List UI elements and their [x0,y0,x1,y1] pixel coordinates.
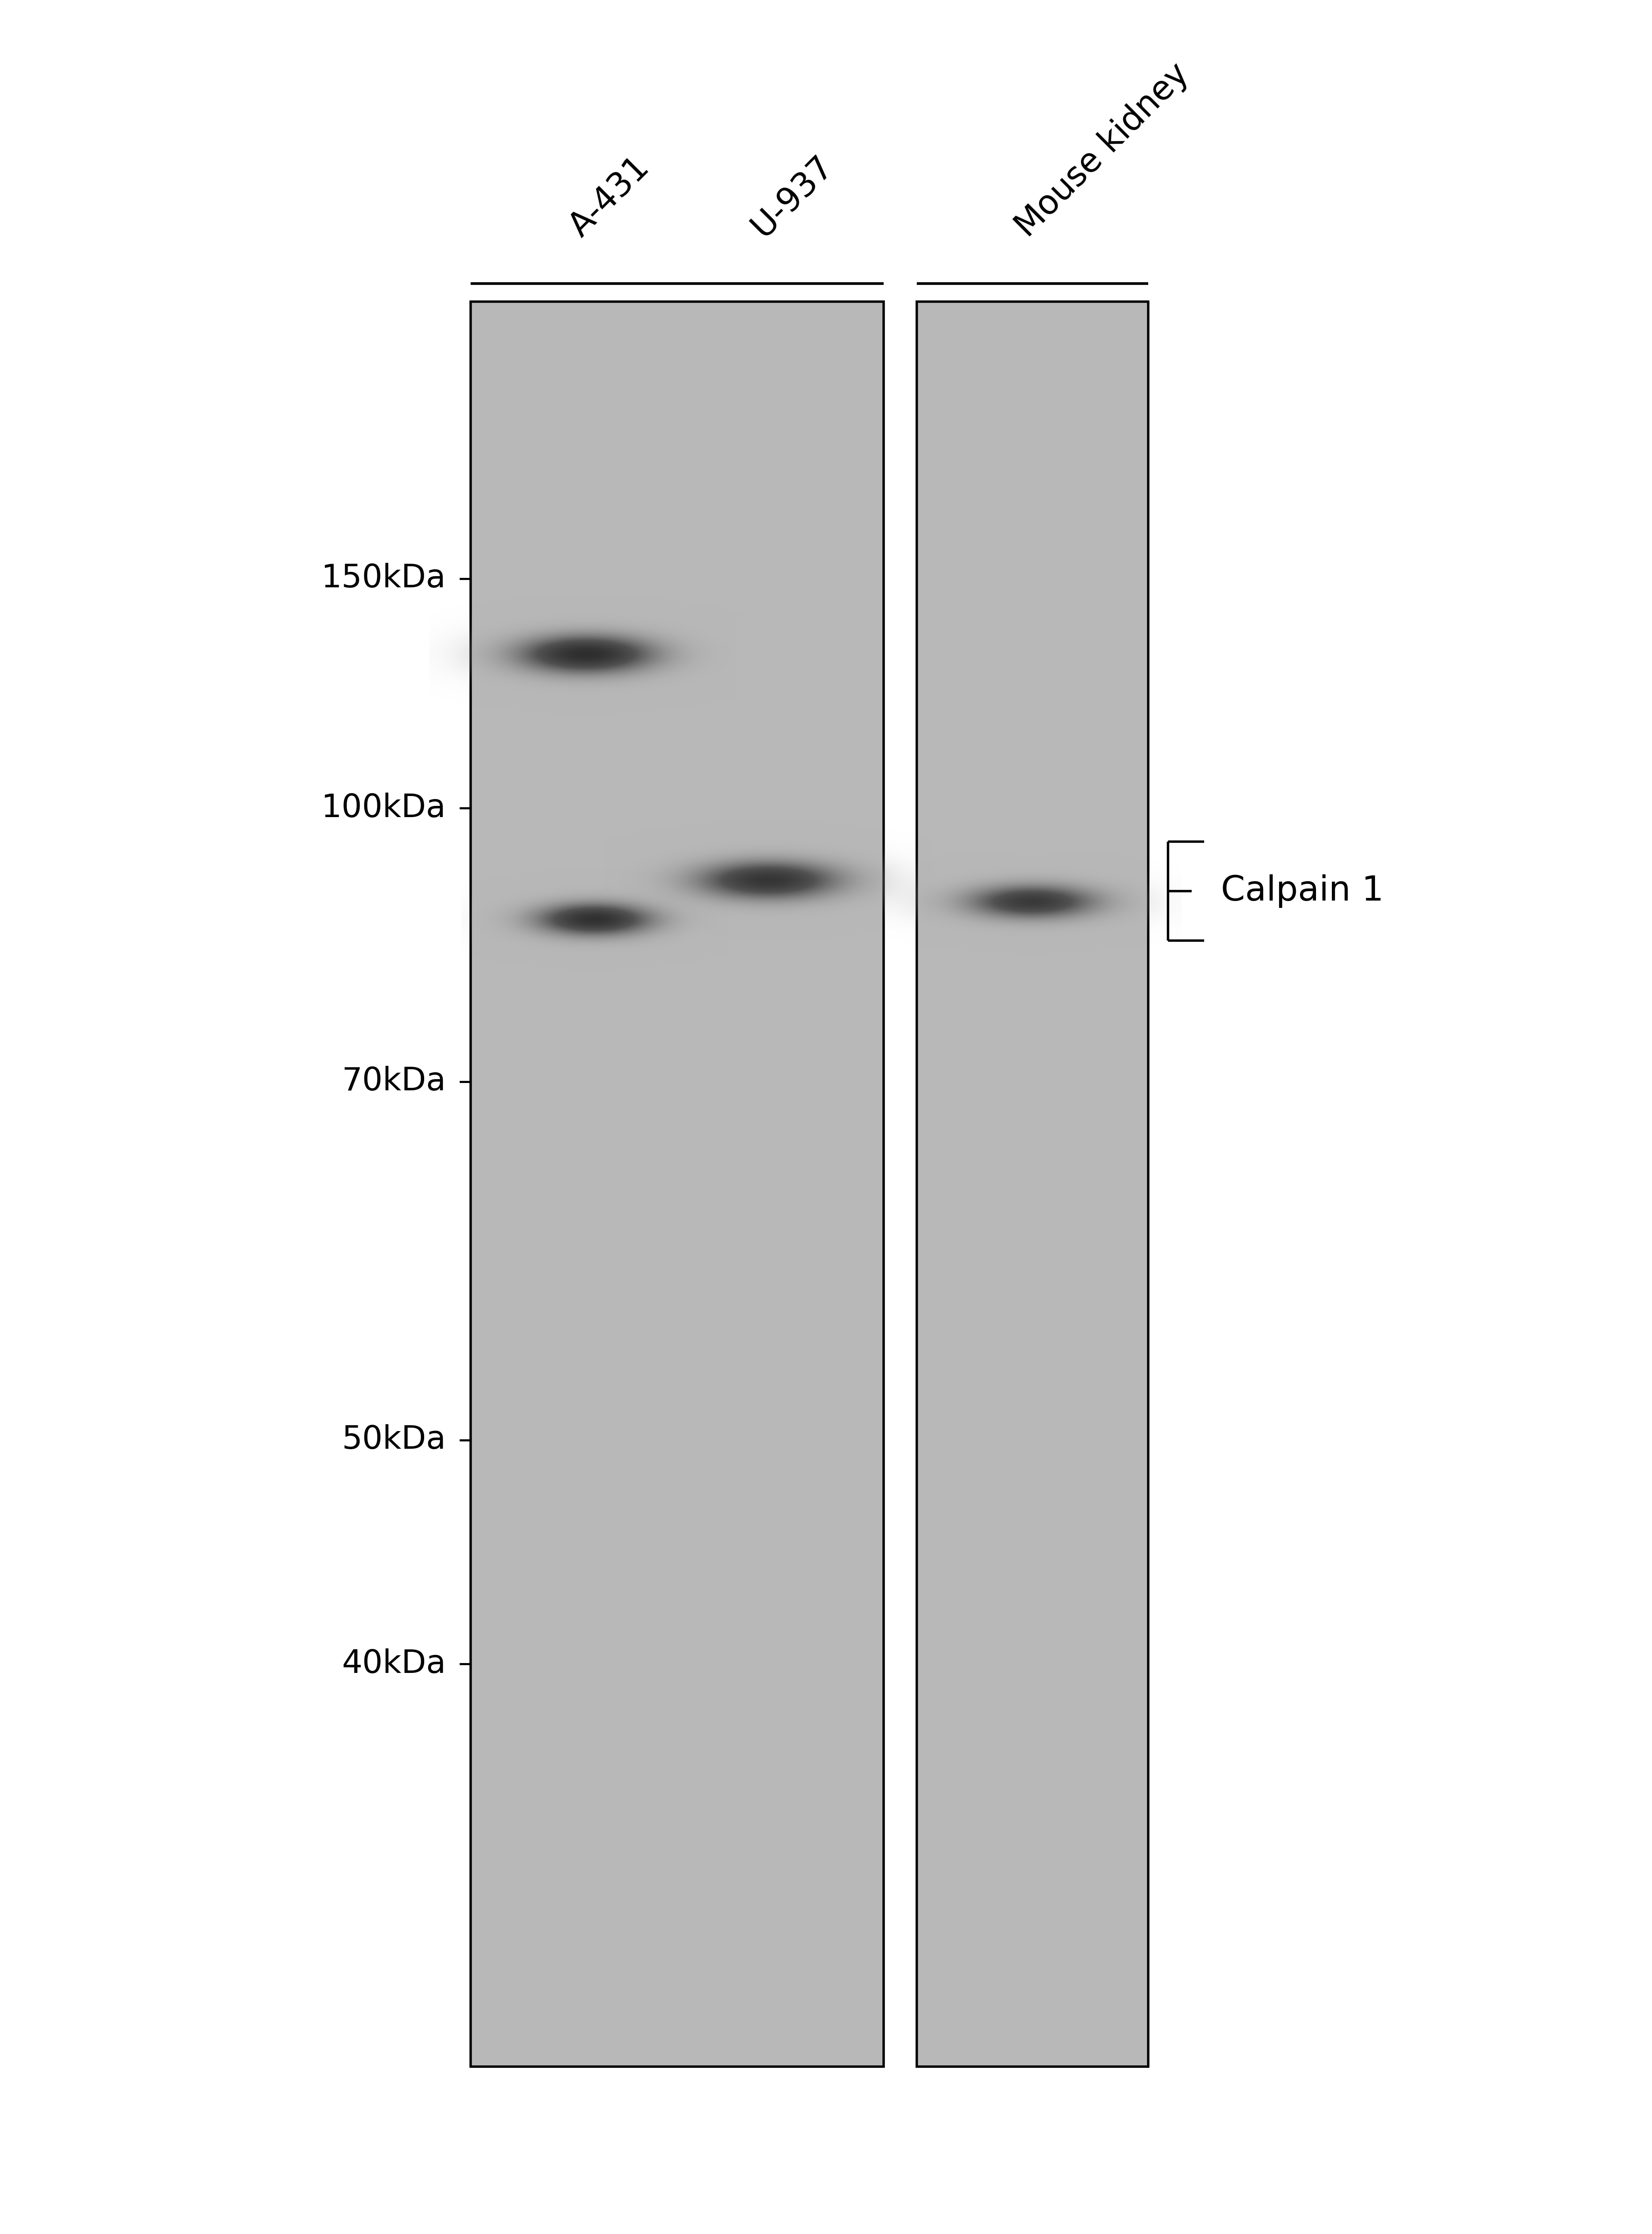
Bar [917,302,1148,2066]
Text: 70kDa: 70kDa [342,1066,446,1097]
Text: Mouse kidney: Mouse kidney [1009,58,1196,244]
Bar [471,302,884,2066]
Text: 100kDa: 100kDa [320,793,446,824]
Text: 40kDa: 40kDa [342,1649,446,1680]
Text: 50kDa: 50kDa [342,1425,446,1457]
Text: 150kDa: 150kDa [322,563,446,594]
Text: Calpain 1: Calpain 1 [1221,873,1384,907]
Text: U-937: U-937 [745,150,839,244]
Text: A-431: A-431 [563,152,656,244]
